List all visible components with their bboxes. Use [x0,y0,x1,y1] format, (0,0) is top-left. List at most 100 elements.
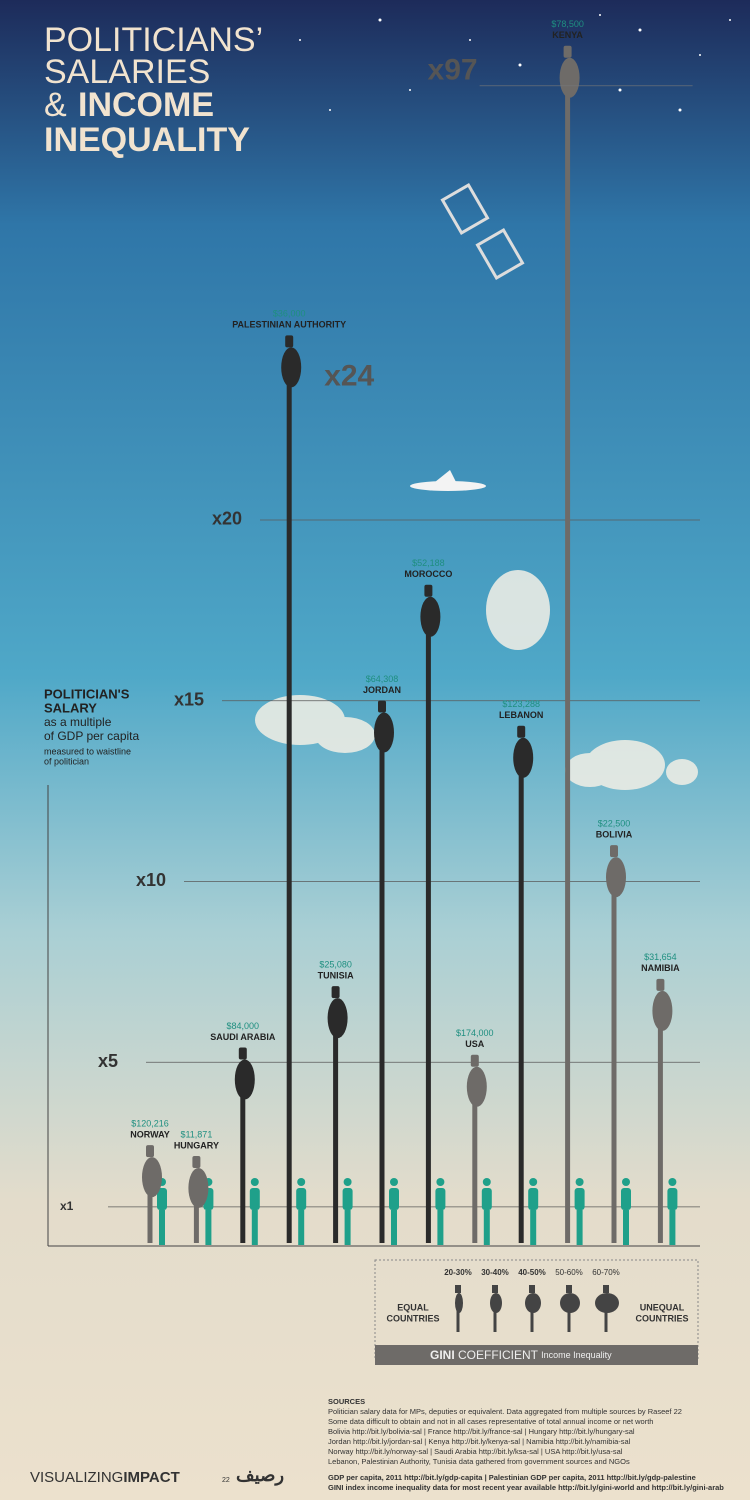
salary-label: $31,654 [644,952,677,962]
politician-head [563,45,572,58]
salary-label: $36,000 [273,309,306,319]
citizen-head [482,1178,491,1186]
gini-figure [604,1310,608,1332]
multiple-label: x24 [324,359,374,392]
brand: VISUALIZINGIMPACT [30,1469,180,1486]
citizen-legs [391,1210,397,1245]
footer: VISUALIZINGIMPACT 22 رصيف [30,1465,284,1486]
country-label: NAMIBIA [641,963,680,973]
gini-group: 20-30% [444,1268,472,1277]
axis-title: POLITICIAN'S [44,686,130,701]
gini-figure [492,1285,498,1293]
y-tick-label: x1 [60,1199,74,1213]
gini-figure [529,1285,535,1293]
y-tick-label: x5 [98,1051,118,1071]
partner: رصيف [236,1465,284,1486]
politician-head [146,1145,154,1158]
legend-text: COUNTRIES [386,1313,439,1323]
pole [379,740,385,1243]
citizen-head [343,1178,352,1186]
politician-body [513,737,534,778]
title-line: & [44,86,67,124]
title: POLITICIANS’ SALARIES & INCOME INEQUALIT… [44,21,263,159]
pole [147,1185,153,1243]
gini-figure [530,1310,534,1332]
legend-text: COEFFICIENT [458,1348,539,1362]
country-label: JORDAN [363,685,401,695]
source-line: Some data difficult to obtain and not in… [328,1417,653,1426]
citizen-legs [298,1210,305,1245]
citizen-head [390,1178,398,1186]
salary-label: $52,188 [412,558,445,568]
citizen-head [668,1178,677,1186]
legend-bar [375,1345,698,1365]
citizen-head [250,1178,259,1186]
citizen-body [481,1188,492,1210]
y-tick-label: x20 [212,509,242,529]
citizen-legs [530,1210,537,1245]
source-line: Lebanon, Palestinian Authority, Tunisia … [328,1457,630,1466]
country-label: HUNGARY [174,1140,219,1150]
gini-group: 50-60% [555,1268,583,1277]
y-axis-title: POLITICIAN'S SALARY as a multiple of GDP… [44,686,139,766]
citizen-legs [251,1210,258,1245]
politician-head [331,986,340,999]
salary-label: $25,080 [319,959,352,969]
citizen-legs [483,1210,490,1245]
gini-group: 40-50% [518,1268,546,1277]
politician-head [238,1047,247,1060]
salary-label: $123,288 [502,699,540,709]
politician-head [656,978,665,991]
source-line: Politician salary data for MPs, deputies… [328,1407,682,1416]
clouds [255,570,698,790]
citizen-body [435,1188,446,1210]
legend-text: EQUAL [397,1302,429,1312]
country-label: USA [465,1039,485,1049]
politician-head [517,725,526,738]
title-line: SALARIES [44,53,210,91]
citizen-body [667,1188,678,1210]
pole [657,1018,663,1243]
brand: VISUALIZING [30,1469,123,1486]
salary-label: $84,000 [227,1021,260,1031]
y-tick-label: x15 [174,689,204,709]
salary-label: $78,500 [551,19,584,29]
gini-figure [525,1293,541,1313]
gini-figure [560,1293,580,1313]
politician-body [466,1066,487,1107]
country-label: LEBANON [499,710,544,720]
satellite [440,182,525,281]
politician-head [192,1156,201,1169]
citizen-body [296,1188,307,1210]
multiple-label: x97 [428,54,478,87]
axis-title: measured to waistline [44,746,131,756]
politician-head [378,700,386,713]
title-line: INEQUALITY [44,121,250,159]
country-label: TUNISIA [318,970,355,980]
axis-title: SALARY [44,700,97,715]
politician-head [610,845,618,858]
gini-figure [603,1285,609,1293]
citizen-body [528,1188,539,1210]
politician-body [281,347,302,388]
citizen-body [621,1188,631,1210]
partner-number: 22 [222,1477,230,1484]
citizen-head [297,1178,306,1186]
legend-text: GINI COEFFICIENT Income Inequality [430,1348,612,1362]
citizen-head [529,1178,538,1186]
pole [286,375,292,1243]
source-line: Jordan http://bit.ly/jordan-sal | Kenya … [328,1437,631,1446]
gini-figure [566,1285,572,1293]
pole [565,85,571,1243]
axis-title: as a multiple [44,715,112,729]
source-line: GDP per capita, 2011 http://bit.ly/gdp-c… [328,1473,696,1482]
source-line: SOURCES [328,1397,365,1406]
citizen-legs [205,1210,212,1245]
salary-label: $11,871 [180,1129,212,1139]
politician-body [420,596,441,637]
pole [240,1087,246,1243]
politician-body [652,990,673,1031]
citizen-legs [437,1210,444,1245]
